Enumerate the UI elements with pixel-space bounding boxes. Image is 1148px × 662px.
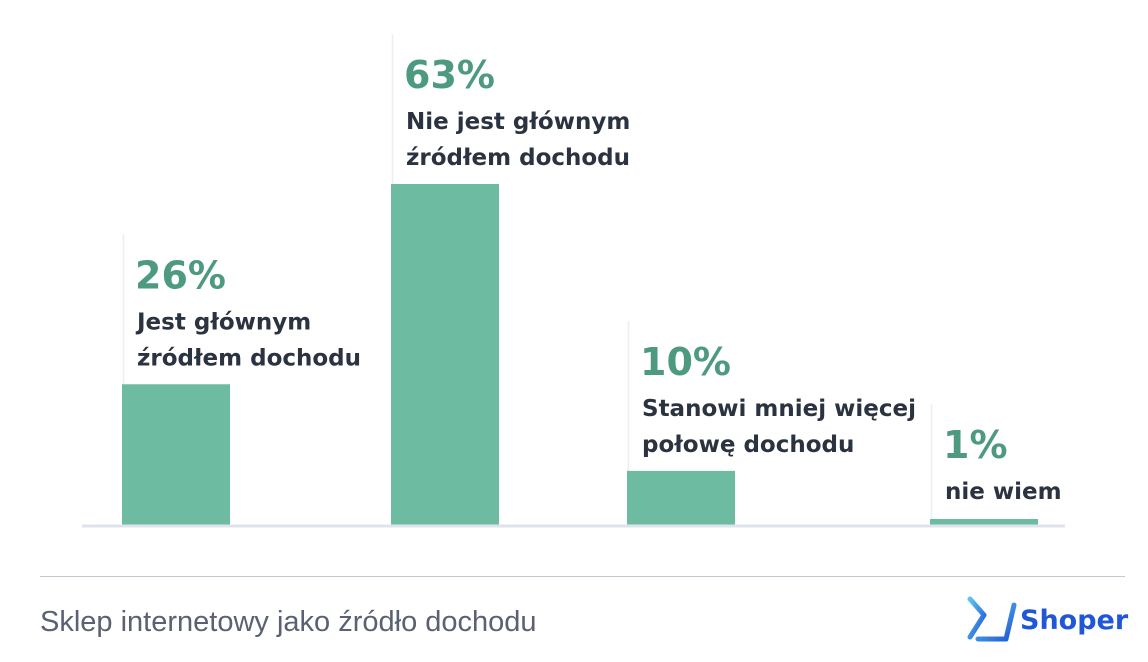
chart-bars: 26% Jest głównym źródłem dochodu 63% Nie jes… [122, 34, 1062, 525]
footer-divider [40, 576, 1125, 577]
bar-category-label: Nie jest głównym [406, 109, 630, 135]
bar-category-label: Stanowi mniej więcej [642, 396, 916, 422]
bar-category-label: źródłem dochodu [137, 345, 361, 371]
bar-value-label: 1% [943, 423, 1008, 467]
bar-category-label: źródłem dochodu [406, 145, 630, 171]
bar-value-label: 10% [640, 340, 731, 384]
shoper-logo: Shoper [962, 594, 1128, 646]
shoper-logo-icon [967, 596, 1017, 642]
bar-value-label: 26% [135, 253, 226, 297]
shoper-logo-text: Shoper [1020, 604, 1129, 636]
bar-category-label: Jest głównym [135, 309, 311, 335]
bar-value-label: 63% [404, 53, 495, 97]
bar [627, 470, 735, 525]
chart-caption: Sklep internetowy jako źródło dochodu [40, 606, 537, 638]
bar-category-label: połowę dochodu [642, 432, 854, 458]
bar [930, 519, 1038, 525]
bar-category-label: nie wiem [945, 479, 1062, 505]
bar-chart: 26% Jest głównym źródłem dochodu 63% Nie jes… [82, 34, 1065, 528]
bar [391, 184, 499, 525]
bar [122, 384, 230, 525]
